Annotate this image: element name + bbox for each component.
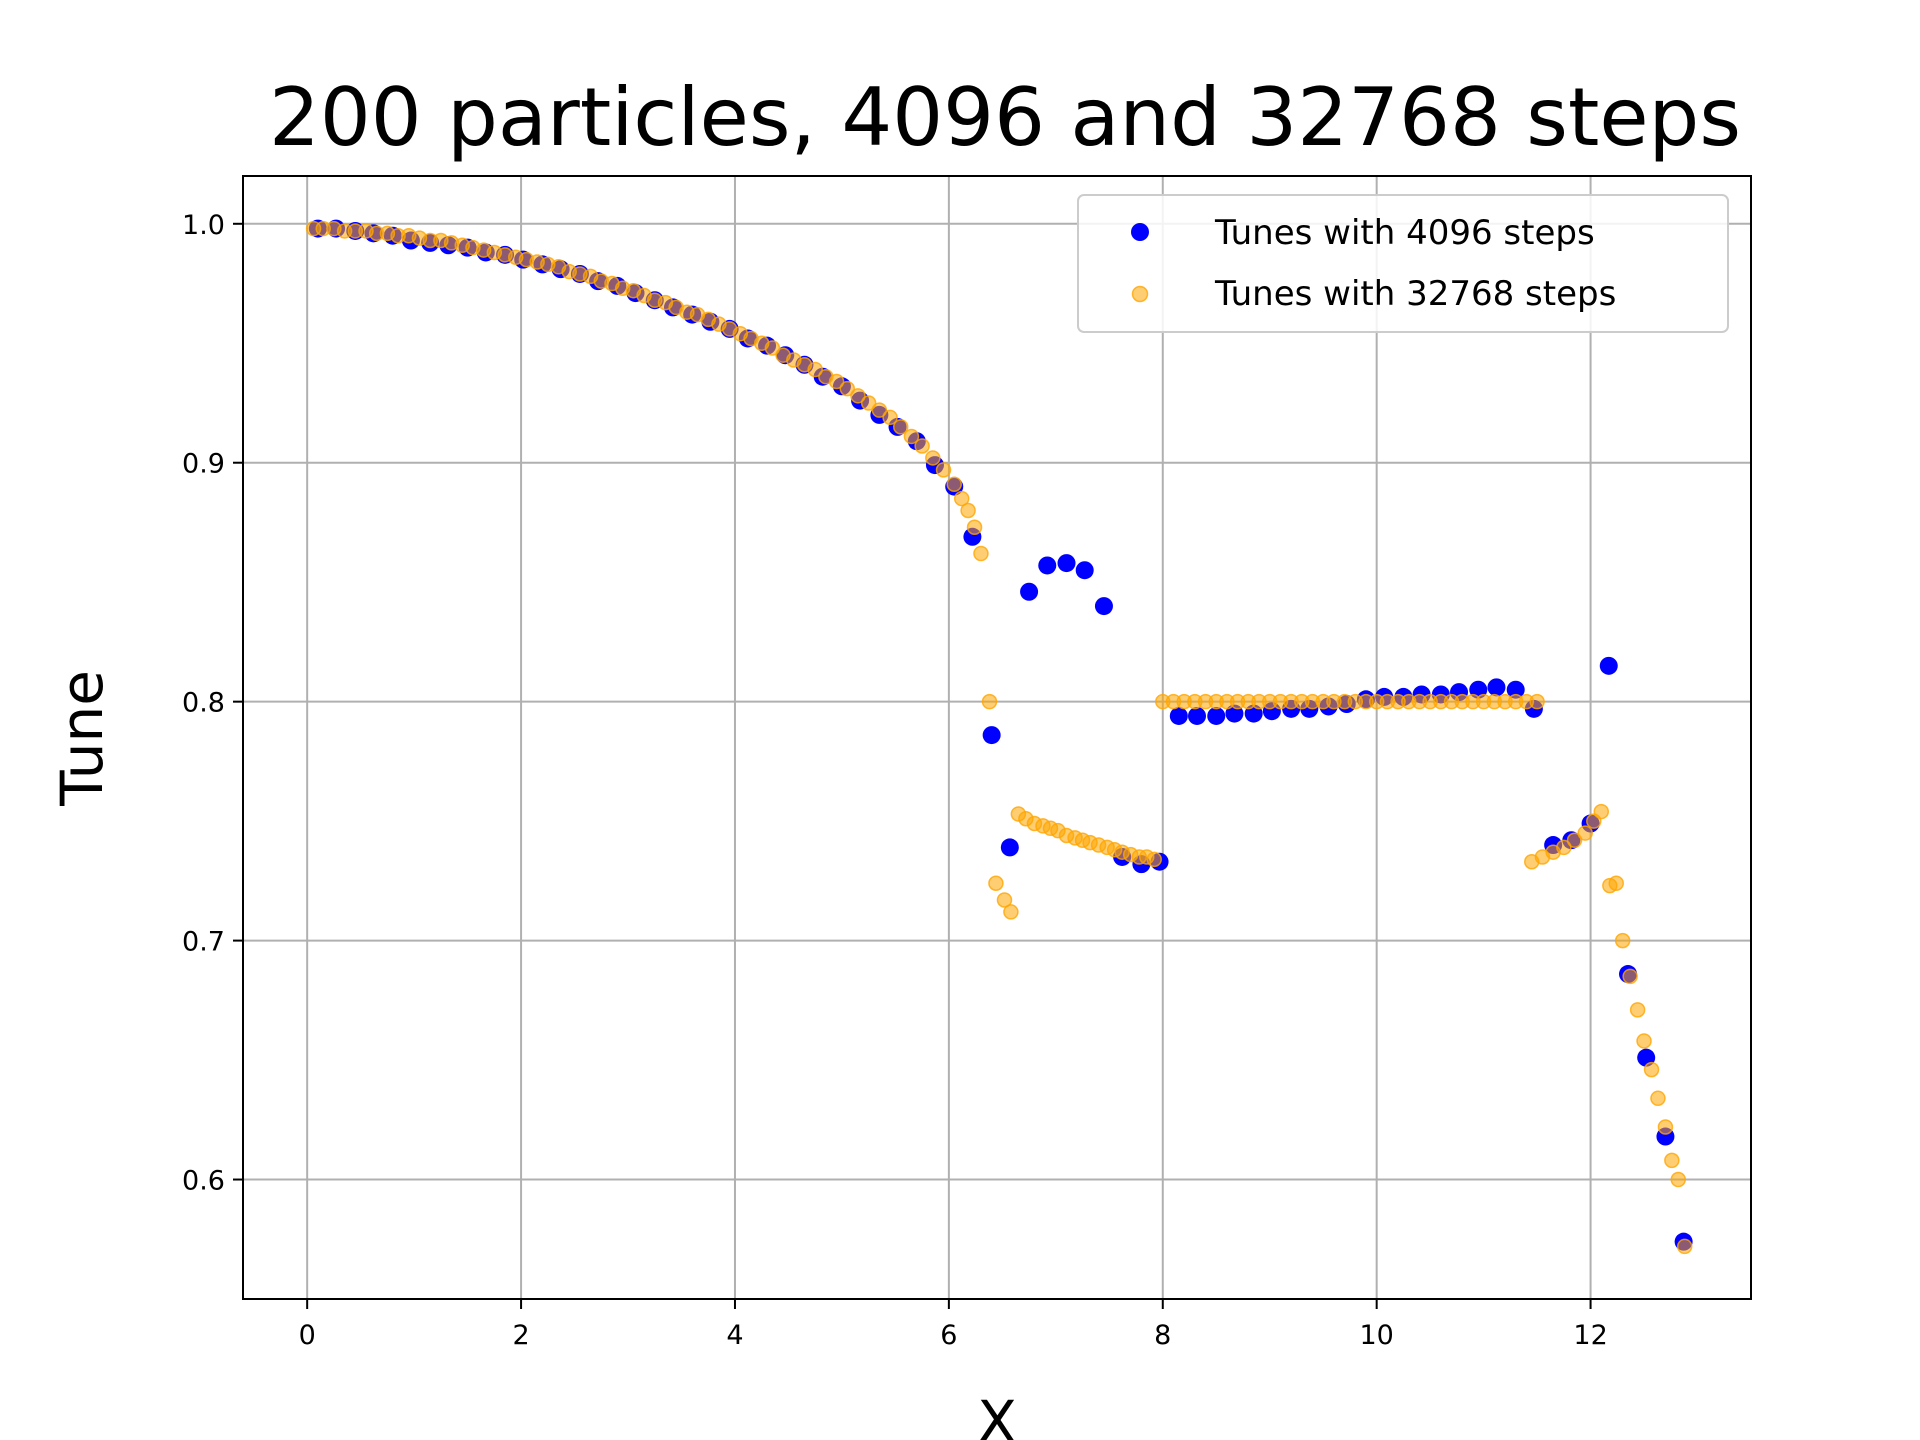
data-point (1676, 1238, 1693, 1255)
data-point (1599, 656, 1618, 675)
data-point (1038, 556, 1057, 575)
data-point (925, 450, 941, 466)
data-point (1146, 851, 1162, 868)
data-point (860, 395, 877, 411)
data-point (839, 380, 856, 397)
legend-label-32768: Tunes with 32768 steps (1214, 274, 1616, 314)
data-point (946, 476, 962, 492)
data-point (1614, 932, 1631, 949)
y-axis-label: Tune (48, 670, 116, 807)
data-point (1577, 825, 1593, 841)
x-tick-label: 12 (1573, 1320, 1607, 1351)
data-point (1487, 678, 1506, 697)
data-point (973, 545, 989, 562)
data-point (850, 388, 866, 404)
x-tick-label: 10 (1359, 1320, 1393, 1351)
data-point (807, 361, 823, 378)
data-point (1556, 839, 1572, 856)
data-point (966, 519, 983, 535)
data-point (1664, 1152, 1680, 1169)
data-point (1003, 904, 1019, 920)
y-tick-label: 0.9 (182, 449, 225, 480)
data-point (1566, 832, 1583, 848)
data-point (903, 428, 920, 445)
data-point (1657, 1119, 1674, 1135)
data-point (1629, 1002, 1646, 1018)
x-tick-label: 2 (512, 1320, 529, 1351)
data-point (981, 693, 998, 710)
data-point (1075, 561, 1094, 580)
data-point (1670, 1171, 1687, 1188)
data-point (1020, 582, 1039, 601)
data-point (828, 373, 845, 390)
data-point (1000, 838, 1019, 857)
data-point (1650, 1090, 1666, 1107)
plot-frame (242, 175, 1752, 1300)
data-point (1207, 706, 1226, 725)
legend-label-4096: Tunes with 4096 steps (1214, 213, 1595, 253)
data-point (1506, 680, 1525, 699)
legend: Tunes with 4096 steps Tunes with 32768 s… (1077, 194, 1729, 333)
x-tick-label: 6 (940, 1320, 957, 1351)
data-point (1187, 706, 1206, 725)
data-point (892, 419, 909, 435)
data-point (988, 875, 1004, 892)
data-point (996, 892, 1013, 908)
data-point (1643, 1061, 1660, 1078)
data-point (1622, 968, 1638, 985)
data-point (764, 340, 781, 356)
y-tick-label: 0.6 (182, 1166, 225, 1197)
series-32768-steps (305, 220, 1693, 1255)
x-axis-label: X (977, 1388, 1017, 1440)
y-tick-label: 0.7 (182, 927, 225, 958)
data-point (882, 409, 898, 426)
data-point (982, 726, 1001, 745)
data-point (953, 490, 970, 507)
legend-marker-32768 (1131, 285, 1149, 303)
data-point (1593, 803, 1610, 820)
data-points (305, 219, 1693, 1255)
x-tick-label: 4 (726, 1320, 743, 1351)
chart-title: 200 particles, 4096 and 32768 steps (269, 71, 1741, 164)
data-point (1608, 875, 1624, 892)
legend-box (1077, 194, 1729, 333)
y-tick-label: 0.8 (182, 688, 225, 719)
data-point (1169, 706, 1188, 725)
legend-marker-4096 (1131, 223, 1149, 241)
y-tick-label: 1.0 (182, 210, 225, 241)
x-tick-label: 8 (1154, 1320, 1171, 1351)
data-point (960, 502, 976, 519)
axis-ticks: 0 2 4 6 8 10 12 0.6 0.7 0.8 0.9 1.0 (182, 210, 1608, 1351)
data-point (914, 438, 930, 454)
data-point (1094, 597, 1113, 616)
data-point (1529, 693, 1545, 710)
data-point (935, 462, 952, 478)
data-point (1636, 1033, 1652, 1049)
x-tick-label: 0 (299, 1320, 316, 1351)
data-point (1057, 554, 1076, 573)
data-point (871, 402, 888, 418)
